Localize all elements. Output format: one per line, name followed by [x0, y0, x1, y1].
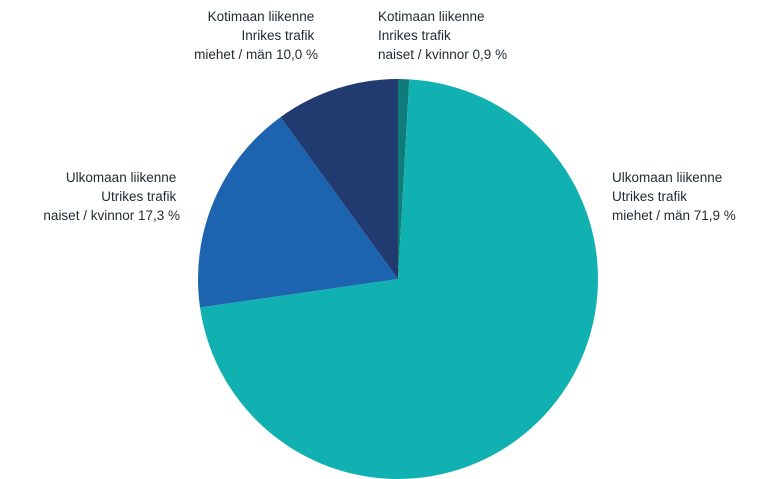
slice-label-kotimaan-miehet: Kotimaan liikenne Inrikes trafik miehet …	[194, 9, 318, 62]
slice-label-ulkomaan-naiset: Ulkomaan liikenne Utrikes trafik naiset …	[43, 170, 180, 223]
slice-label-ulkomaan-miehet: Ulkomaan liikenne Utrikes trafik miehet …	[612, 170, 736, 223]
pie-slice-ulkomaan-naiset	[198, 117, 398, 308]
pie-slice-kotimaan-naiset	[398, 79, 410, 279]
slice-label-kotimaan-naiset: Kotimaan liikenne Inrikes trafik naiset …	[378, 9, 507, 62]
pie-slice-ulkomaan-miehet	[200, 79, 598, 479]
pie-slice-kotimaan-miehet	[280, 79, 398, 279]
pie-slices	[198, 79, 598, 479]
